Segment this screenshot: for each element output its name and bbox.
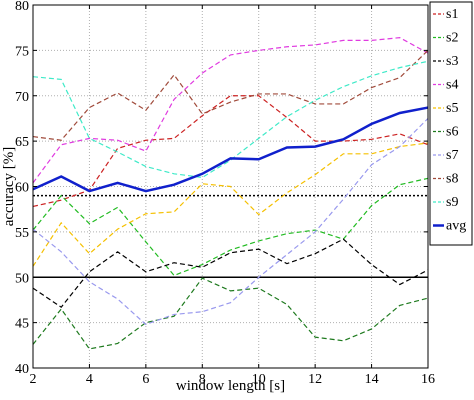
y-tick-label: 45 [15,317,29,332]
y-tick-label: 65 [15,135,29,150]
x-tick-label: 10 [252,372,266,387]
series-lines [32,37,429,350]
series-line-s8 [32,49,429,141]
series-line-s7 [32,118,429,326]
legend-label-s3: s3 [446,54,458,69]
series-line-s6 [32,277,429,350]
x-tick-label: 8 [199,372,206,387]
legend-label-s7: s7 [446,148,458,163]
y-tick-label: 50 [15,271,29,286]
x-tick-label: 12 [308,372,322,387]
legend-label-avg: avg [446,219,466,234]
series-line-avg [32,106,429,193]
y-tick-label: 60 [15,181,29,196]
y-axis-label: accuracy [%] [1,147,17,227]
legend-label-s6: s6 [446,125,458,140]
y-tick-label: 40 [15,362,29,377]
x-tick-label: 4 [86,372,93,387]
x-tick-label: 14 [365,372,379,387]
y-tick-label: 80 [15,0,29,14]
legend-label-s4: s4 [446,78,458,93]
x-tick-label: 16 [421,372,435,387]
series-line-s9 [32,60,429,179]
series-line-s1 [32,95,429,208]
y-tick-label: 55 [15,226,29,241]
reference-lines [33,194,428,278]
legend-label-s2: s2 [446,31,458,46]
series-line-s5 [32,142,429,267]
x-axis-label: window length [s] [176,378,285,394]
legend-label-s5: s5 [446,101,458,116]
y-ticks: 40 45 50 55 60 65 70 75 80 [15,0,428,377]
x-tick-label: 6 [142,372,149,387]
x-tick-label: 2 [30,372,37,387]
legend-label-s1: s1 [446,7,458,22]
legend: s1 s2 s3 s4 s5 s6 s7 s8 s9 avg [429,1,473,246]
legend-box [429,1,473,246]
y-tick-label: 70 [15,90,29,105]
y-tick-label: 75 [15,44,29,59]
x-ticks: 2 4 6 8 10 12 14 16 [30,5,435,387]
legend-label-s8: s8 [446,172,458,187]
series-line-s2 [32,177,429,277]
legend-label-s9: s9 [446,195,458,210]
series-line-s4 [32,37,429,184]
series-line-s3 [32,238,429,309]
